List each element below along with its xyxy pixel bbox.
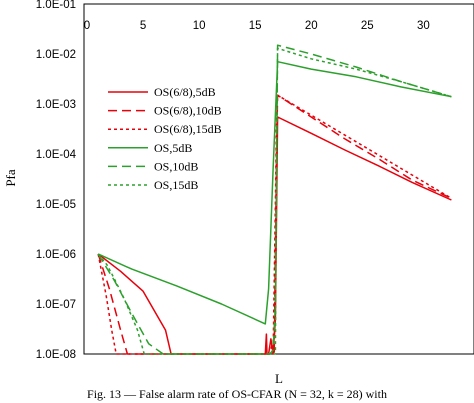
- legend-label-2: OS(6/8),15dB: [154, 122, 222, 136]
- y-tick-label: 1.0E-01: [36, 0, 76, 11]
- series-line-3: [97, 60, 452, 325]
- x-tick-label: 5: [140, 20, 146, 32]
- y-axis-title: Pfa: [3, 169, 18, 187]
- legend-box: [99, 80, 251, 196]
- y-tick-label: 1.0E-04: [36, 149, 77, 161]
- series-lines: [97, 44, 452, 355]
- series-line-0: [97, 116, 452, 355]
- x-tick-label: 25: [361, 20, 374, 32]
- plot-frame: [83, 3, 474, 355]
- series-line-2: [97, 94, 452, 355]
- legend-label-1: OS(6/8),10dB: [154, 104, 222, 118]
- legend-label-5: OS,15dB: [154, 178, 198, 192]
- legend-label-0: OS(6/8),5dB: [154, 85, 216, 99]
- x-axis-title: L: [275, 371, 283, 386]
- x-tick-label: 30: [417, 20, 430, 32]
- y-tick-label: 1.0E-05: [36, 199, 76, 211]
- legend: OS(6/8),5dB OS(6/8),10dB OS(6/8),15dB OS,5d…: [99, 80, 251, 196]
- x-tick-labels: 0 5 10 15 20 25 30: [84, 20, 430, 32]
- legend-label-4: OS,10dB: [154, 159, 198, 173]
- x-tick-label: 20: [305, 20, 318, 32]
- figure-caption: Fig. 13 — False alarm rate of OS-CFAR (N…: [87, 387, 387, 401]
- series-line-4: [97, 44, 452, 355]
- y-tick-labels: 1.0E-08 1.0E-07 1.0E-06 1.0E-05 1.0E-04 1.0E-…: [36, 0, 77, 361]
- x-tick-label: 10: [193, 20, 206, 32]
- legend-label-3: OS,5dB: [154, 141, 192, 155]
- y-tick-label: 1.0E-07: [36, 299, 76, 311]
- y-tick-label: 1.0E-02: [36, 49, 76, 61]
- y-tick-label: 1.0E-08: [36, 349, 76, 361]
- y-tick-label: 1.0E-06: [36, 249, 76, 261]
- series-line-5: [97, 47, 452, 355]
- x-tick-label: 15: [249, 20, 262, 32]
- y-tick-label: 1.0E-03: [36, 99, 76, 111]
- x-tick-label: 0: [84, 20, 90, 32]
